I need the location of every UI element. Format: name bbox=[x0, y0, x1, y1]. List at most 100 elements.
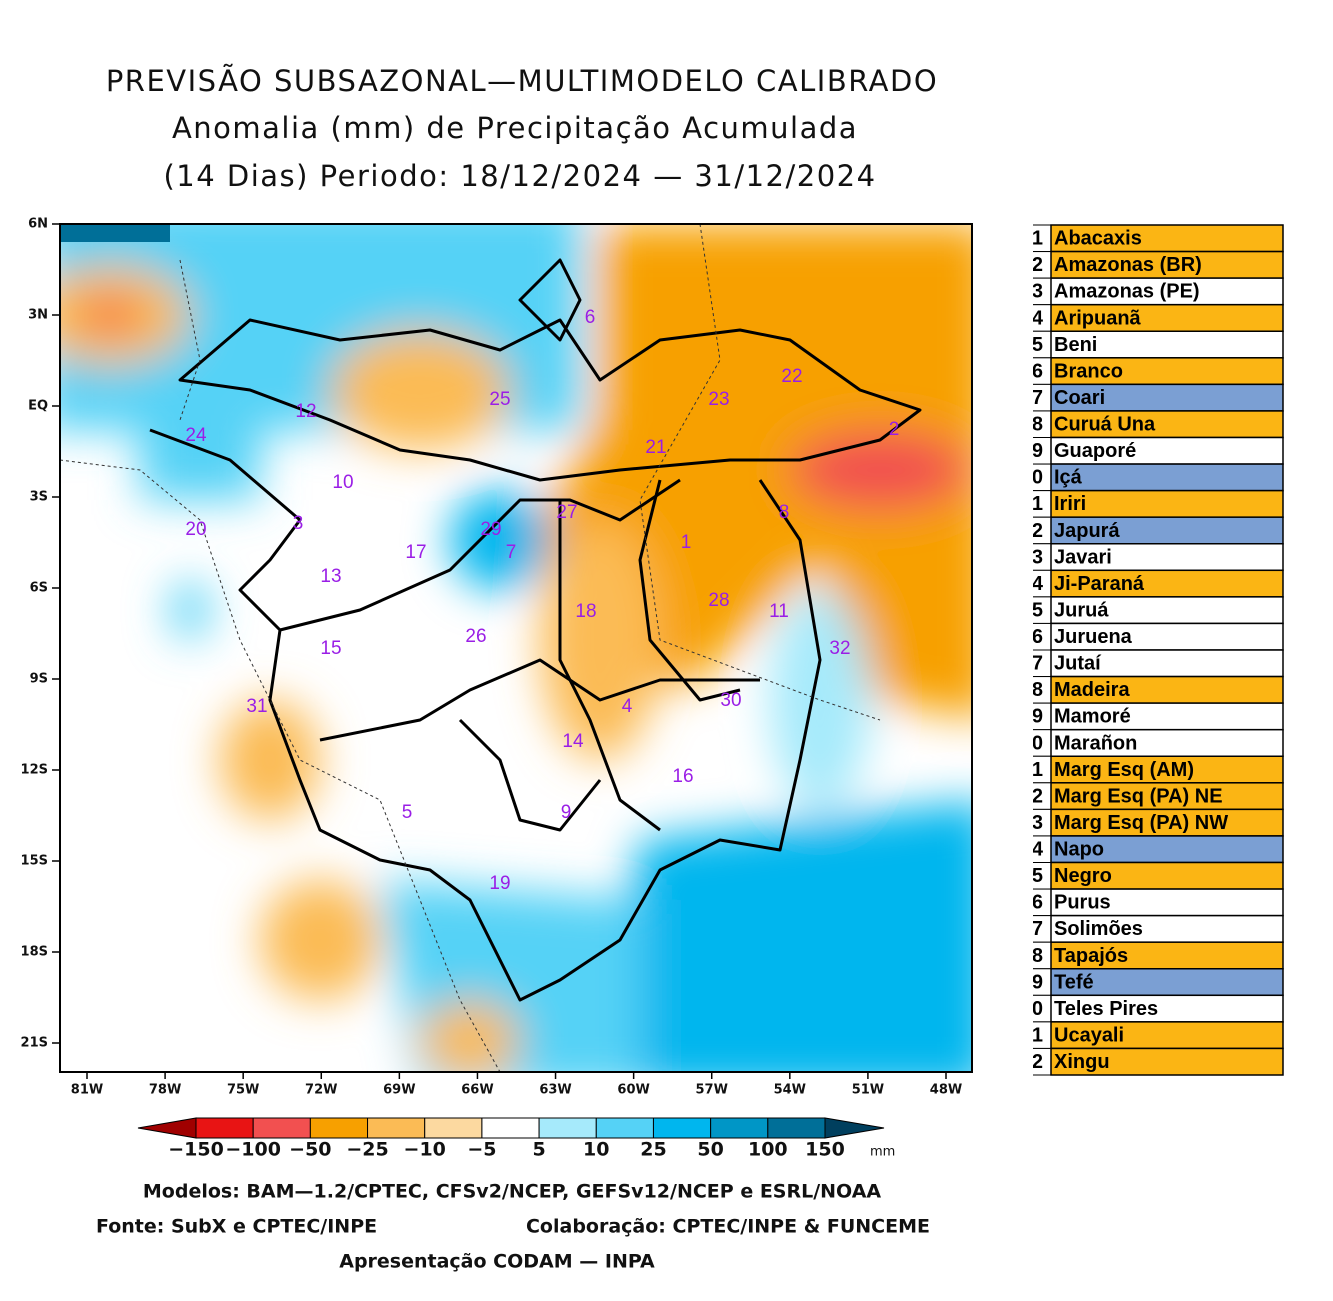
table-name: Ji-Paraná bbox=[1054, 573, 1145, 595]
table-name-cell bbox=[1050, 1047, 1284, 1076]
table-name-cell bbox=[1050, 702, 1284, 731]
table-name-cell bbox=[1050, 888, 1284, 917]
lon-label: 57W bbox=[696, 1083, 728, 1098]
table-name-cell bbox=[1050, 463, 1284, 492]
basin-label: 30 bbox=[720, 690, 741, 711]
table-name: Ucayali bbox=[1054, 1024, 1124, 1046]
colorbar-label: −5 bbox=[467, 1139, 496, 1161]
basin-label: 13 bbox=[320, 566, 341, 587]
table-number: 13 bbox=[1021, 546, 1043, 568]
lon-label: 51W bbox=[852, 1083, 884, 1098]
colorbar-swatch bbox=[367, 1117, 426, 1139]
table-name-cell bbox=[1050, 489, 1284, 518]
basin-label: 2 bbox=[889, 419, 900, 440]
footer-line: Colaboração: CPTEC/INPE & FUNCEME bbox=[526, 1216, 930, 1238]
basin-label: 5 bbox=[402, 802, 413, 823]
table-number: 14 bbox=[1021, 573, 1044, 595]
footer-line: Apresentação CODAM — INPA bbox=[339, 1251, 655, 1273]
table-name-cell bbox=[1050, 569, 1284, 598]
table-name-cell bbox=[1050, 303, 1284, 332]
table-number: 23 bbox=[1021, 812, 1043, 834]
colorbar-label: 50 bbox=[697, 1139, 723, 1161]
colorbar-label: 25 bbox=[640, 1139, 666, 1161]
basin-label: 12 bbox=[295, 401, 316, 422]
lat-label: 18S bbox=[21, 945, 48, 960]
table-name: Teles Pires bbox=[1054, 998, 1158, 1020]
basin-label: 23 bbox=[708, 389, 729, 410]
table-number: 12 bbox=[1021, 520, 1043, 542]
table-name: Japurá bbox=[1054, 520, 1120, 542]
basin-label: 10 bbox=[332, 472, 353, 493]
table-name: Içá bbox=[1054, 467, 1083, 489]
table-name: Tefé bbox=[1054, 971, 1094, 993]
basin-label: 22 bbox=[781, 366, 802, 387]
table-name: Jutaí bbox=[1054, 653, 1102, 675]
table-number: 17 bbox=[1021, 653, 1043, 675]
title-line: Anomalia (mm) de Precipitação Acumulada bbox=[172, 111, 858, 145]
lon-label: 60W bbox=[617, 1083, 649, 1098]
footer-line: Fonte: SubX e CPTEC/INPE bbox=[96, 1216, 377, 1238]
table-name-cell bbox=[1050, 1021, 1284, 1050]
table-number: 9 bbox=[1032, 440, 1043, 462]
table-number: 19 bbox=[1021, 706, 1043, 728]
colorbar-swatch bbox=[252, 1117, 311, 1139]
table-name: Xingu bbox=[1054, 1051, 1110, 1073]
table-name: Negro bbox=[1054, 865, 1112, 887]
colorbar-label: −10 bbox=[404, 1139, 446, 1161]
table-number: 28 bbox=[1021, 945, 1043, 967]
basin-label: 32 bbox=[829, 638, 850, 659]
lon-label: 66W bbox=[461, 1083, 493, 1098]
table-name-cell bbox=[1050, 596, 1284, 625]
table-name: Branco bbox=[1054, 360, 1123, 382]
table-name-cell bbox=[1050, 224, 1284, 253]
lon-label: 48W bbox=[930, 1083, 962, 1098]
table-name-cell bbox=[1050, 622, 1284, 651]
table-number: 10 bbox=[1021, 467, 1043, 489]
colorbar-swatch bbox=[767, 1117, 826, 1139]
basin-label: 8 bbox=[779, 502, 790, 523]
table-name: Solimões bbox=[1054, 918, 1143, 940]
lat-label: 3N bbox=[28, 308, 48, 323]
colorbar: −150 −100 −50 −25 −10 −5 5 10 25 50 100 150 mm bbox=[137, 1117, 895, 1161]
table-name: Madeira bbox=[1054, 679, 1130, 701]
table-number: 18 bbox=[1021, 679, 1043, 701]
table-name: Marg Esq (AM) bbox=[1054, 759, 1194, 781]
colorbar-label: 5 bbox=[532, 1139, 545, 1161]
table-number: 20 bbox=[1021, 732, 1043, 754]
table-number: 3 bbox=[1032, 281, 1043, 303]
basin-label: 20 bbox=[185, 519, 206, 540]
map-frame bbox=[59, 223, 973, 1073]
basin-label: 17 bbox=[405, 542, 426, 563]
table-number: 21 bbox=[1021, 759, 1043, 781]
colorbar-swatch bbox=[652, 1117, 712, 1139]
colorbar-swatch bbox=[481, 1117, 540, 1139]
colorbar-label: −150 bbox=[168, 1139, 224, 1161]
colorbar-unit: mm bbox=[870, 1145, 895, 1160]
table-name: Guaporé bbox=[1054, 440, 1136, 462]
lon-label: 78W bbox=[149, 1083, 181, 1098]
table-name-cell bbox=[1050, 543, 1284, 572]
table-name-cell bbox=[1050, 410, 1284, 439]
table-name-cell bbox=[1050, 675, 1284, 704]
lon-label: 72W bbox=[305, 1083, 337, 1098]
title-line: (14 Dias) Periodo: 18/12/2024 — 31/12/20… bbox=[163, 159, 876, 193]
table-number: 7 bbox=[1032, 387, 1043, 409]
colorbar-swatch bbox=[195, 1117, 254, 1139]
footer-line: Modelos: BAM—1.2/CPTEC, CFSv2/NCEP, GEFS… bbox=[143, 1181, 882, 1203]
table-name: Beni bbox=[1054, 334, 1097, 356]
colorbar-label: 150 bbox=[805, 1139, 845, 1161]
basin-label: 26 bbox=[465, 626, 486, 647]
title-line: PREVISÃO SUBSAZONAL—MULTIMODELO CALIBRAD… bbox=[106, 64, 938, 98]
colorbar-label: −25 bbox=[346, 1139, 388, 1161]
basin-label: 6 bbox=[585, 307, 596, 328]
table-number: 4 bbox=[1032, 307, 1044, 329]
lat-label: 6S bbox=[30, 581, 48, 596]
basin-label: 24 bbox=[185, 425, 207, 446]
basin-label: 14 bbox=[562, 731, 584, 752]
basin-label: 25 bbox=[489, 389, 510, 410]
table-number: 1 bbox=[1032, 228, 1043, 250]
table-name: Napo bbox=[1054, 839, 1104, 861]
table-number: 11 bbox=[1022, 493, 1043, 515]
basin-label: 9 bbox=[561, 802, 572, 823]
